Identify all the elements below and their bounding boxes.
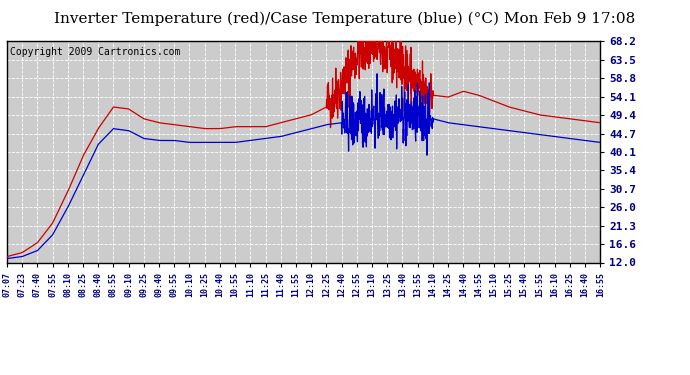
Text: Inverter Temperature (red)/Case Temperature (blue) (°C) Mon Feb 9 17:08: Inverter Temperature (red)/Case Temperat…: [55, 11, 635, 26]
Text: Copyright 2009 Cartronics.com: Copyright 2009 Cartronics.com: [10, 47, 180, 57]
